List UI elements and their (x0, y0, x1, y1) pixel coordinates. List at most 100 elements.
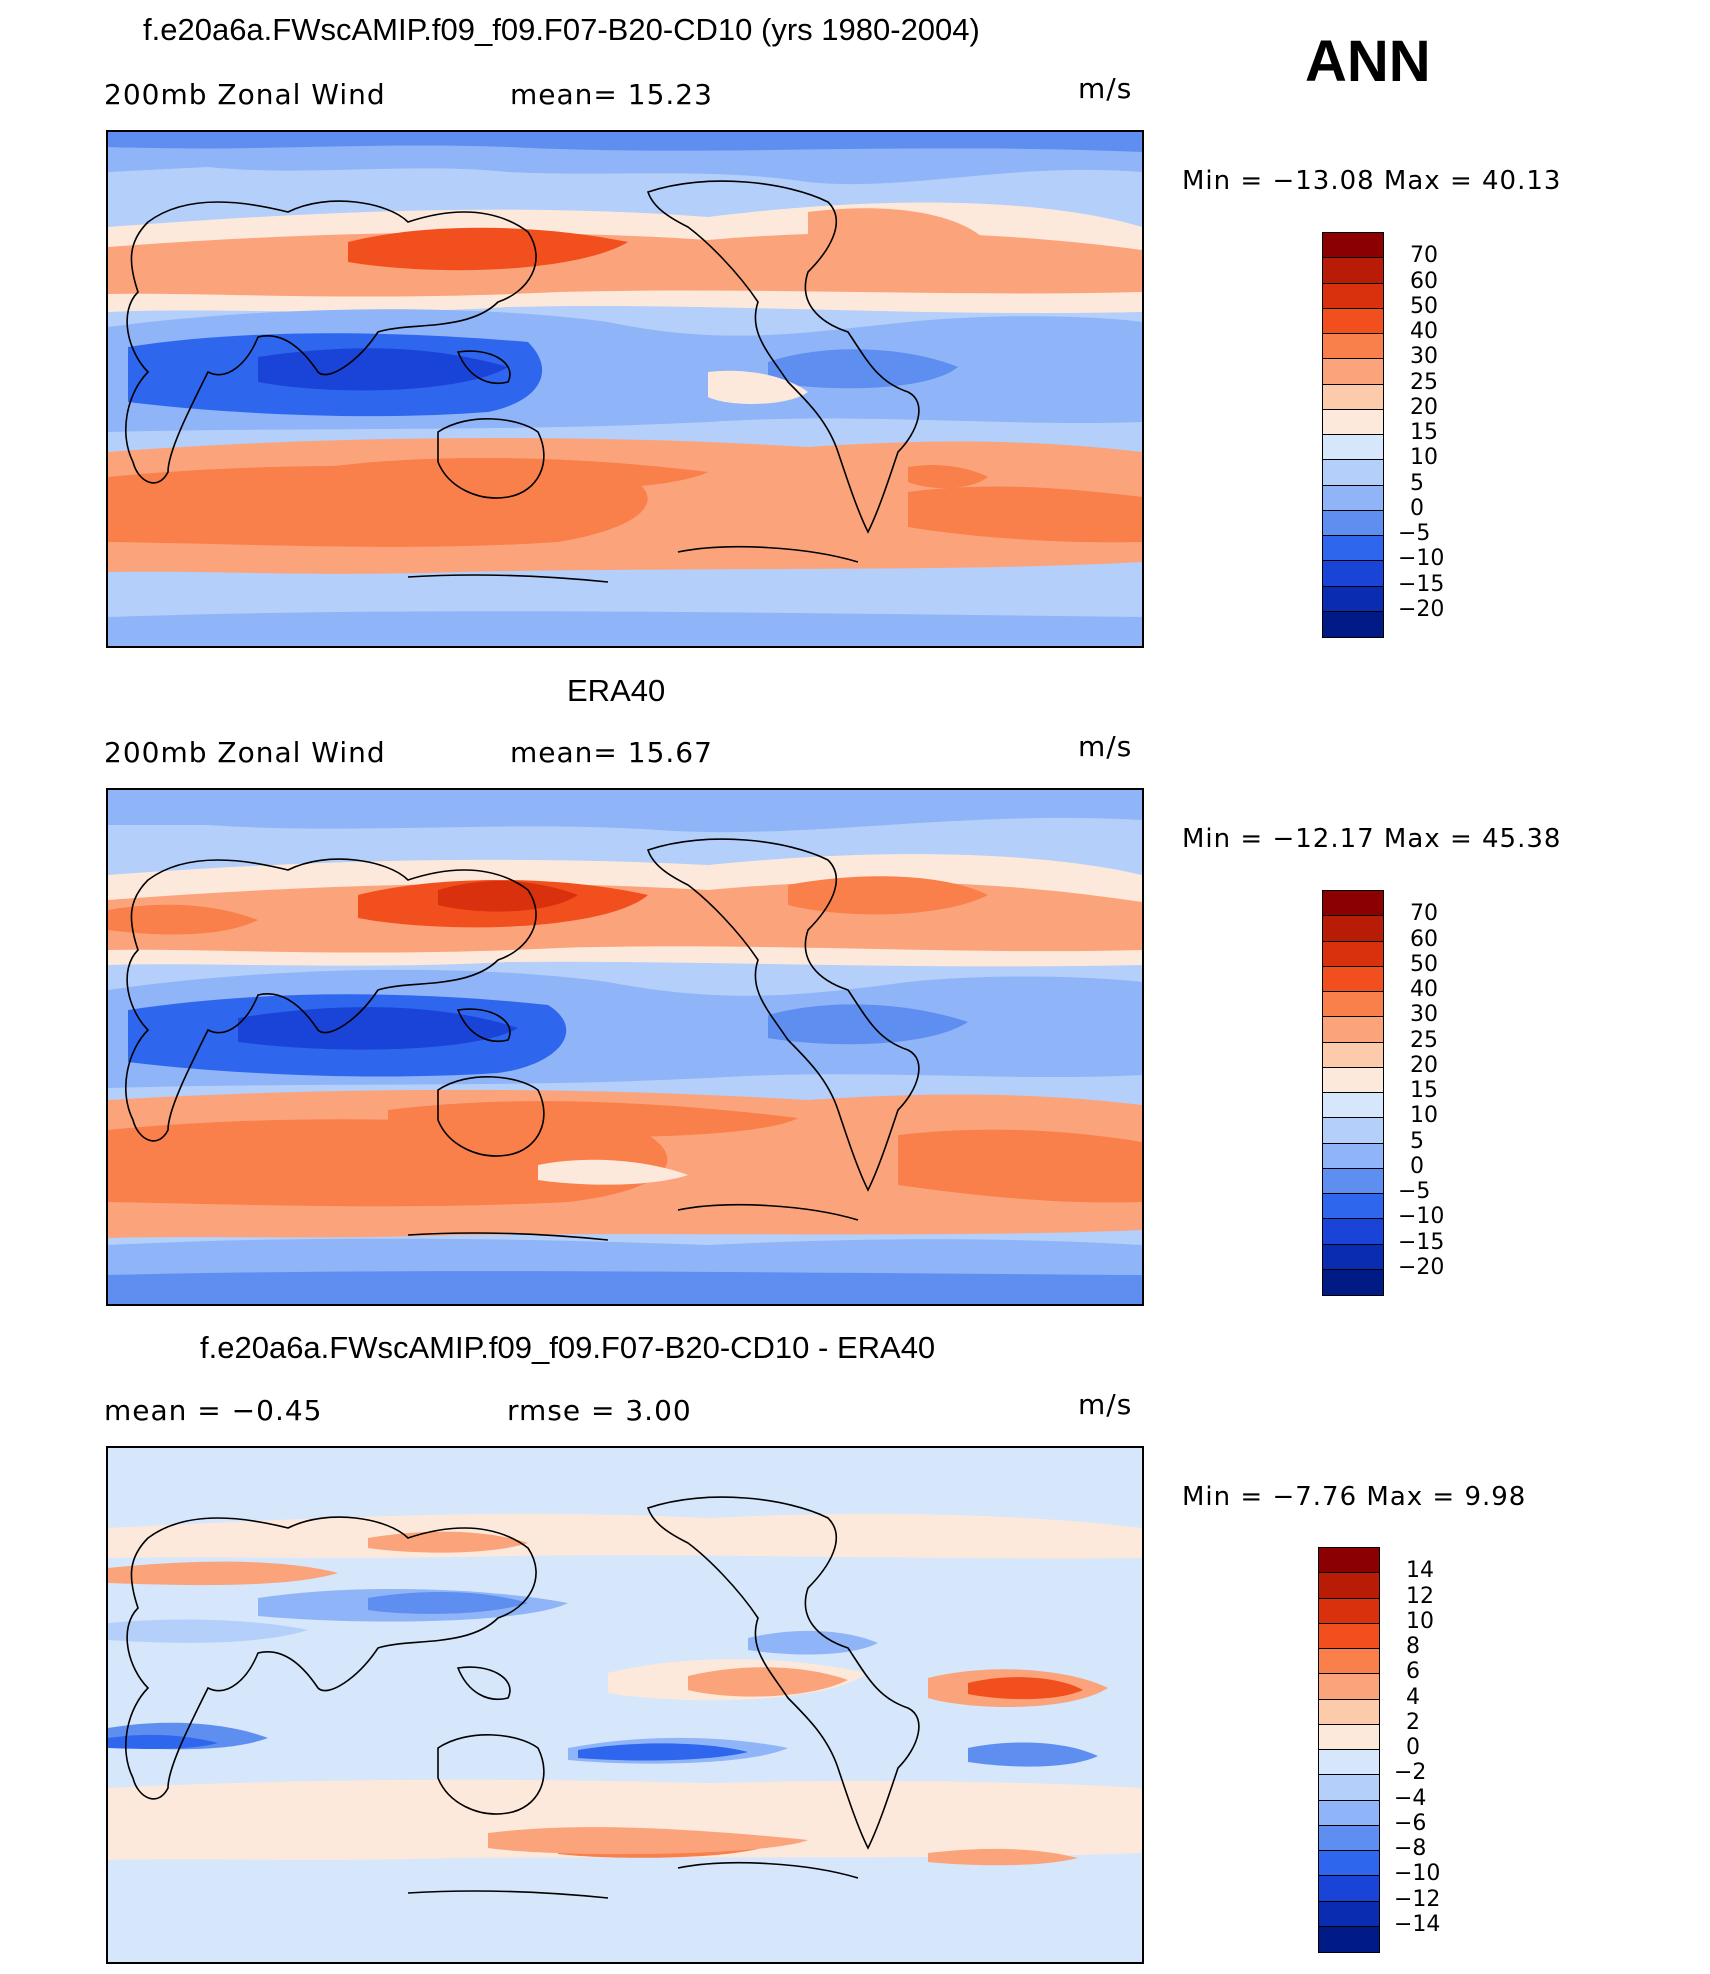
panel-1-colorbar-tick-label: 0 (1410, 495, 1424, 521)
panel-1-colorbar-swatch (1323, 485, 1383, 511)
panel-3-colorbar-swatch (1319, 1699, 1379, 1725)
panel-3-title: f.e20a6a.FWscAMIP.f09_f09.F07-B20-CD10 -… (200, 1330, 936, 1365)
panel-2-colorbar-tick-label: −15 (1398, 1229, 1445, 1255)
panel-2-colorbar-tick-label: 10 (1410, 1103, 1438, 1129)
panel-2-colorbar-tick-label: 25 (1410, 1027, 1438, 1053)
panel-2-colorbar-tick-label: 50 (1410, 951, 1438, 977)
panel-1-field-label: 200mb Zonal Wind (104, 78, 386, 111)
panel-3-colorbar-tick-label: −8 (1394, 1836, 1427, 1861)
panel-1-map (106, 130, 1144, 648)
panel-2-colorbar-swatch (1323, 1194, 1383, 1220)
panel-1-colorbar-swatch (1323, 409, 1383, 435)
panel-2-colorbar-tick-label: 0 (1410, 1153, 1424, 1179)
panel-1-minmax-label: Min = −13.08 Max = 40.13 (1182, 166, 1562, 196)
panel-2-colorbar-swatch (1323, 992, 1383, 1018)
panel-2-colorbar-swatch (1323, 966, 1383, 992)
panel-1-colorbar-tick-label: 40 (1410, 319, 1438, 344)
panel-2-colorbar-swatch (1323, 1042, 1383, 1068)
panel-3-colorbar-swatch (1319, 1825, 1379, 1851)
season-label: ANN (1305, 29, 1431, 94)
panel-3-colorbar-swatch (1319, 1926, 1379, 1952)
panel-3-colorbar-swatch (1319, 1876, 1379, 1902)
panel-1-colorbar-swatch (1323, 536, 1383, 562)
panel-2-colorbar-tick-label: 70 (1410, 901, 1438, 927)
panel-2-colorbar-tick-label: 40 (1410, 977, 1438, 1002)
panel-1-colorbar-tick-label: −10 (1398, 546, 1445, 572)
panel-3-map (106, 1446, 1144, 1964)
panel-1-colorbar-tick-label: −15 (1398, 571, 1445, 597)
panel-2-map (106, 788, 1144, 1306)
panel-1-colorbar-tick-label: 25 (1410, 369, 1438, 395)
panel-1-colorbar-swatch (1323, 384, 1383, 410)
panel-3-mean-label: mean = −0.45 (104, 1394, 323, 1427)
panel-3-colorbar-tick-label: 6 (1406, 1659, 1420, 1685)
panel-3-colorbar-tick-label: −2 (1394, 1760, 1427, 1786)
panel-3-colorbar-tick-label: 10 (1406, 1608, 1434, 1634)
panel-3-colorbar-swatch (1319, 1851, 1379, 1877)
panel-1-colorbar-tick-label: −20 (1398, 596, 1445, 622)
panel-2-colorbar-tick-label: −5 (1398, 1179, 1431, 1204)
panel-1-colorbar-tick-label: 10 (1410, 445, 1438, 471)
panel-3-colorbar-swatch (1319, 1548, 1379, 1574)
panel-3-colorbar-swatch (1319, 1800, 1379, 1826)
panel-1-colorbar-tick-label: −5 (1398, 521, 1431, 546)
panel-3-colorbar-swatch (1319, 1674, 1379, 1700)
panel-2-colorbar-swatch (1323, 1017, 1383, 1043)
panel-2-colorbar (1322, 890, 1384, 1296)
panel-2-colorbar-tick-label: 60 (1410, 926, 1438, 952)
panel-1-colorbar-tick-label: 60 (1410, 268, 1438, 294)
panel-1-colorbar-swatch (1323, 510, 1383, 536)
panel-2-mean-label: mean= 15.67 (510, 736, 713, 769)
panel-3-colorbar-tick-label: 14 (1406, 1558, 1434, 1584)
panel-2-colorbar-swatch (1323, 1118, 1383, 1144)
panel-3-colorbar-tick-label: 2 (1406, 1709, 1420, 1735)
panel-2-colorbar-tick-label: −10 (1398, 1204, 1445, 1230)
panel-3-colorbar-swatch (1319, 1598, 1379, 1624)
panel-3-colorbar-swatch (1319, 1573, 1379, 1599)
panel-1-colorbar-swatch (1323, 308, 1383, 334)
panel-3-colorbar-tick-label: 8 (1406, 1634, 1420, 1659)
panel-2-colorbar-swatch (1323, 1093, 1383, 1119)
panel-3-colorbar-swatch (1319, 1649, 1379, 1675)
panel-1-units-label: m/s (1078, 72, 1133, 105)
panel-3-colorbar-swatch (1319, 1724, 1379, 1750)
panel-3-colorbar-tick-label: 12 (1406, 1583, 1434, 1609)
panel-1-colorbar-swatch (1323, 460, 1383, 486)
panel-3-colorbar-swatch (1319, 1775, 1379, 1801)
panel-2-colorbar-tick-label: 20 (1410, 1052, 1438, 1078)
panel-2-colorbar-tick-label: 15 (1410, 1078, 1438, 1103)
panel-1-colorbar-swatch (1323, 561, 1383, 587)
panel-2-units-label: m/s (1078, 730, 1133, 763)
panel-1-colorbar-swatch (1323, 334, 1383, 360)
panel-3-colorbar-swatch (1319, 1750, 1379, 1776)
panel-3-rmse-label: rmse = 3.00 (507, 1394, 692, 1427)
panel-3-colorbar-tick-label: −12 (1394, 1886, 1441, 1912)
panel-2-colorbar-swatch (1323, 1168, 1383, 1194)
panel-1-mean-label: mean= 15.23 (510, 78, 713, 111)
panel-2-colorbar-tick-label: −20 (1398, 1254, 1445, 1280)
panel-2-minmax-label: Min = −12.17 Max = 45.38 (1182, 824, 1562, 854)
panel-1-colorbar-swatch (1323, 359, 1383, 385)
panel-1-colorbar-tick-label: 20 (1410, 394, 1438, 420)
panel-3-units-label: m/s (1078, 1388, 1133, 1421)
panel-1-colorbar-tick-label: 70 (1410, 243, 1438, 269)
panel-3-colorbar-tick-label: 0 (1406, 1735, 1420, 1760)
panel-3-colorbar-tick-label: 4 (1406, 1684, 1420, 1710)
panel-1-colorbar-swatch (1323, 611, 1383, 637)
panel-1-colorbar-tick-label: 30 (1410, 344, 1438, 370)
panel-3-colorbar-tick-label: −6 (1394, 1810, 1427, 1836)
panel-3-minmax-label: Min = −7.76 Max = 9.98 (1182, 1482, 1527, 1512)
panel-1-colorbar-swatch (1323, 283, 1383, 309)
panel-2-colorbar-tick-label: 30 (1410, 1002, 1438, 1028)
panel-3-colorbar (1318, 1547, 1380, 1953)
panel-3-colorbar-tick-label: −4 (1394, 1785, 1427, 1811)
panel-3-colorbar-swatch (1319, 1901, 1379, 1927)
panel-1-colorbar-tick-label: 15 (1410, 420, 1438, 445)
panel-1-colorbar-swatch (1323, 586, 1383, 612)
panel-1-colorbar-tick-label: 50 (1410, 293, 1438, 319)
panel-1-colorbar-swatch (1323, 258, 1383, 284)
panel-2-colorbar-swatch (1323, 1143, 1383, 1169)
panel-2-contour-plot (108, 790, 1142, 1304)
panel-1-colorbar-swatch (1323, 233, 1383, 259)
panel-2-colorbar-swatch (1323, 891, 1383, 917)
